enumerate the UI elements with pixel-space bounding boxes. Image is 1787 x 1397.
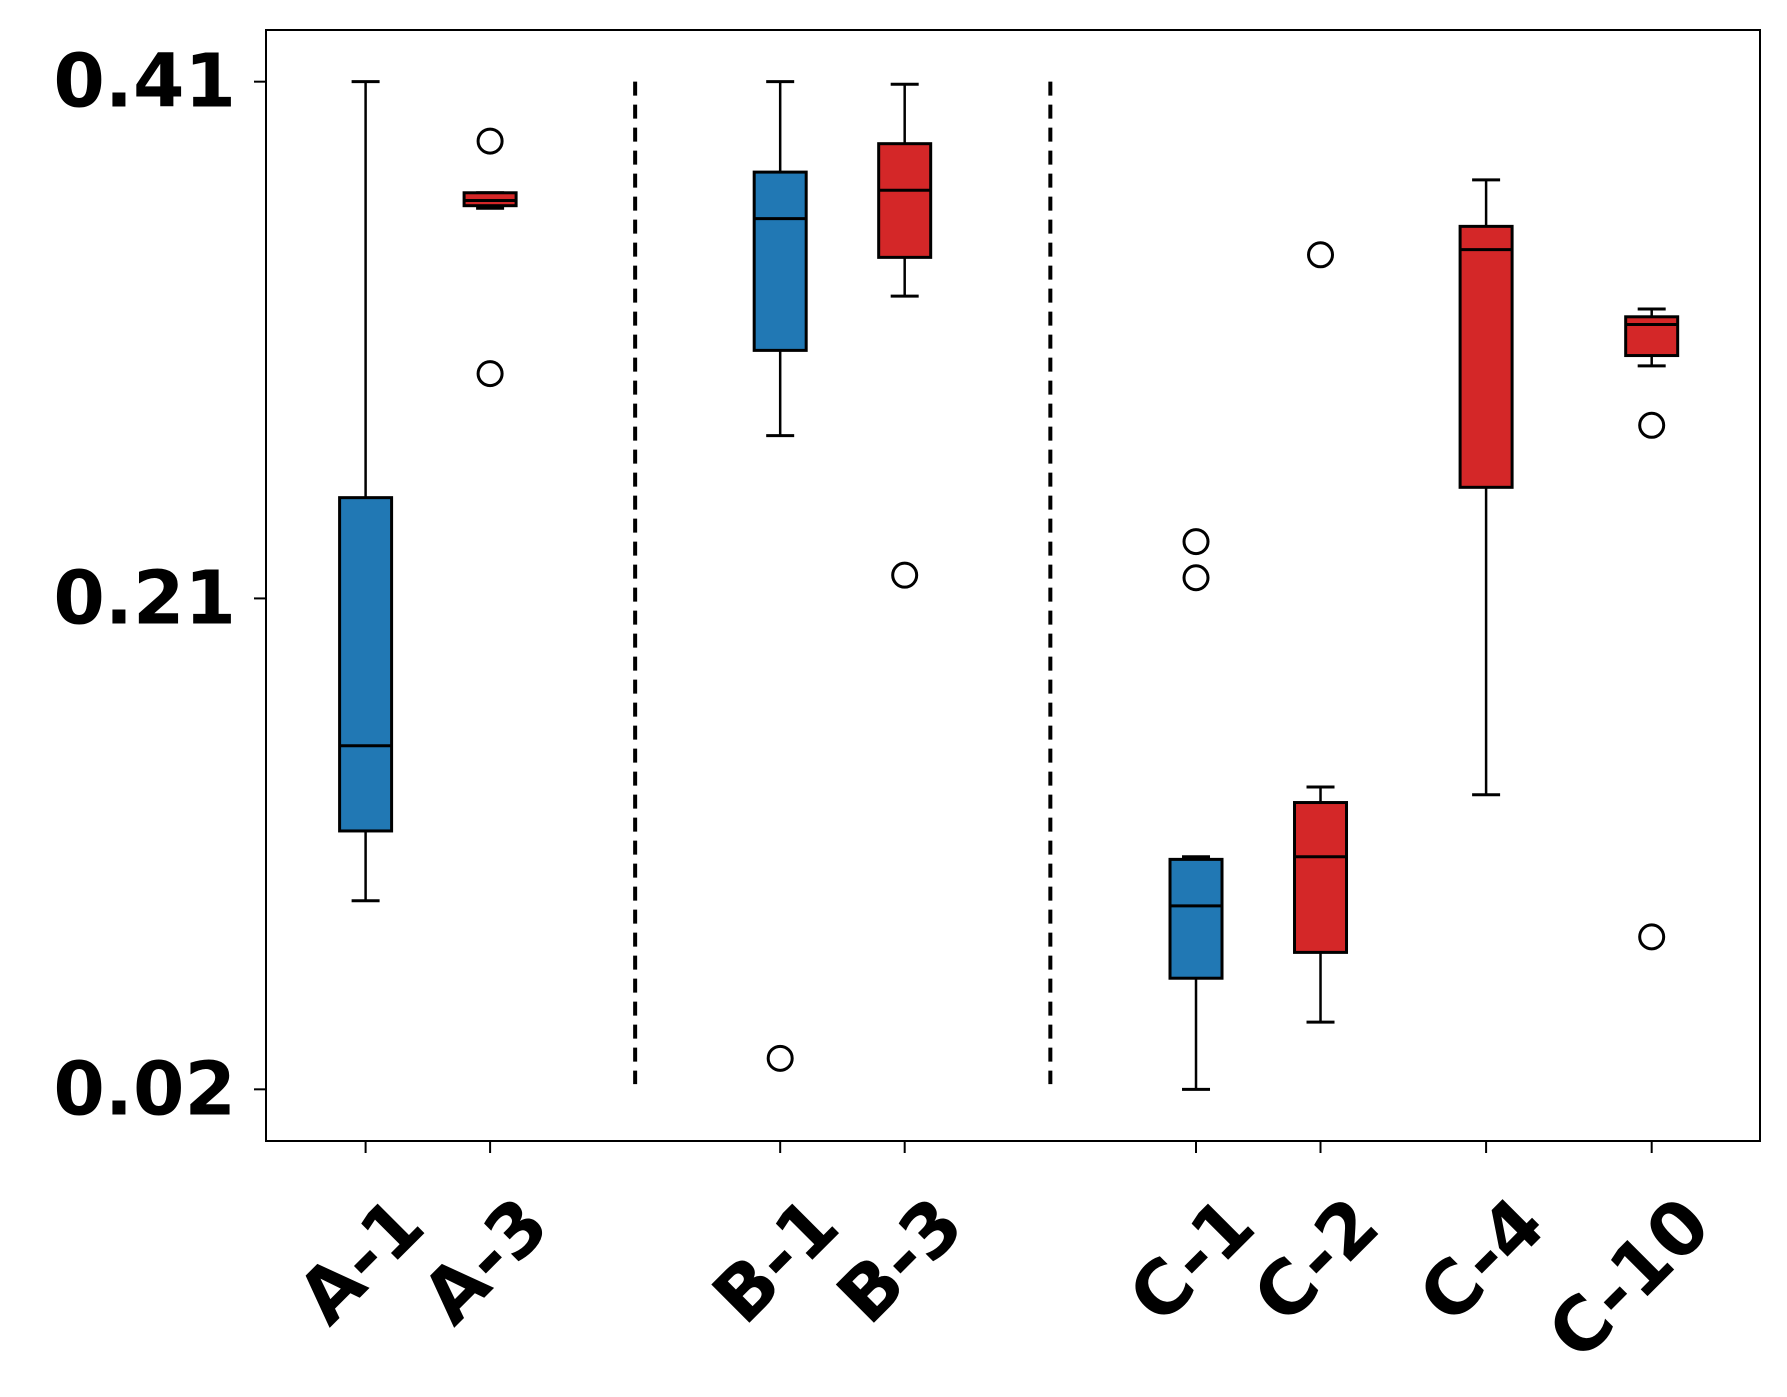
box-body <box>1458 224 1514 489</box>
box-c-1 <box>1168 528 1224 1091</box>
box-b-1 <box>752 80 808 1072</box>
outlier-point <box>1638 411 1666 439</box>
box-c-2 <box>1293 241 1349 1024</box>
box-body <box>877 142 933 259</box>
y-tick-label: 0.02 <box>53 1046 236 1132</box>
x-tick-label: B-3 <box>821 1181 980 1340</box>
box-a-1 <box>338 80 394 903</box>
box-body <box>1293 801 1349 954</box>
box-c-4 <box>1458 178 1514 797</box>
x-tick-label: A-3 <box>406 1181 565 1340</box>
box-body <box>338 496 394 833</box>
outlier-point <box>476 360 504 388</box>
outlier-point <box>766 1044 794 1072</box>
y-axis: 0.02 0.21 0.41 <box>53 39 266 1132</box>
box-b-3 <box>877 82 933 589</box>
group-separators <box>633 81 1053 1085</box>
x-tick-label: C-2 <box>1237 1181 1396 1340</box>
x-axis: A-1A-3 B-1B-3 C-1C-2 C-4C-10 <box>281 1141 1727 1376</box>
outlier-point <box>1182 528 1210 556</box>
y-tick-label: 0.21 <box>53 555 236 641</box>
x-tick-label: A-1 <box>281 1181 440 1340</box>
outlier-point <box>891 561 919 589</box>
outlier-point <box>1638 923 1666 951</box>
x-tick-label: B-1 <box>697 1181 856 1340</box>
box-body <box>1168 857 1224 980</box>
y-tick-label: 0.41 <box>53 39 236 125</box>
box-a-3 <box>462 127 518 388</box>
box-body <box>1624 315 1680 358</box>
outlier-point <box>1307 241 1335 269</box>
outlier-point <box>476 127 504 155</box>
x-tick-label: C-1 <box>1113 1181 1272 1340</box>
x-tick-label: C-10 <box>1532 1181 1727 1376</box>
box-body <box>752 170 808 352</box>
plot-area-frame <box>265 29 1761 1142</box>
outlier-point <box>1182 564 1210 592</box>
box-c-10 <box>1624 307 1680 951</box>
box-plot-series <box>338 80 1680 1091</box>
